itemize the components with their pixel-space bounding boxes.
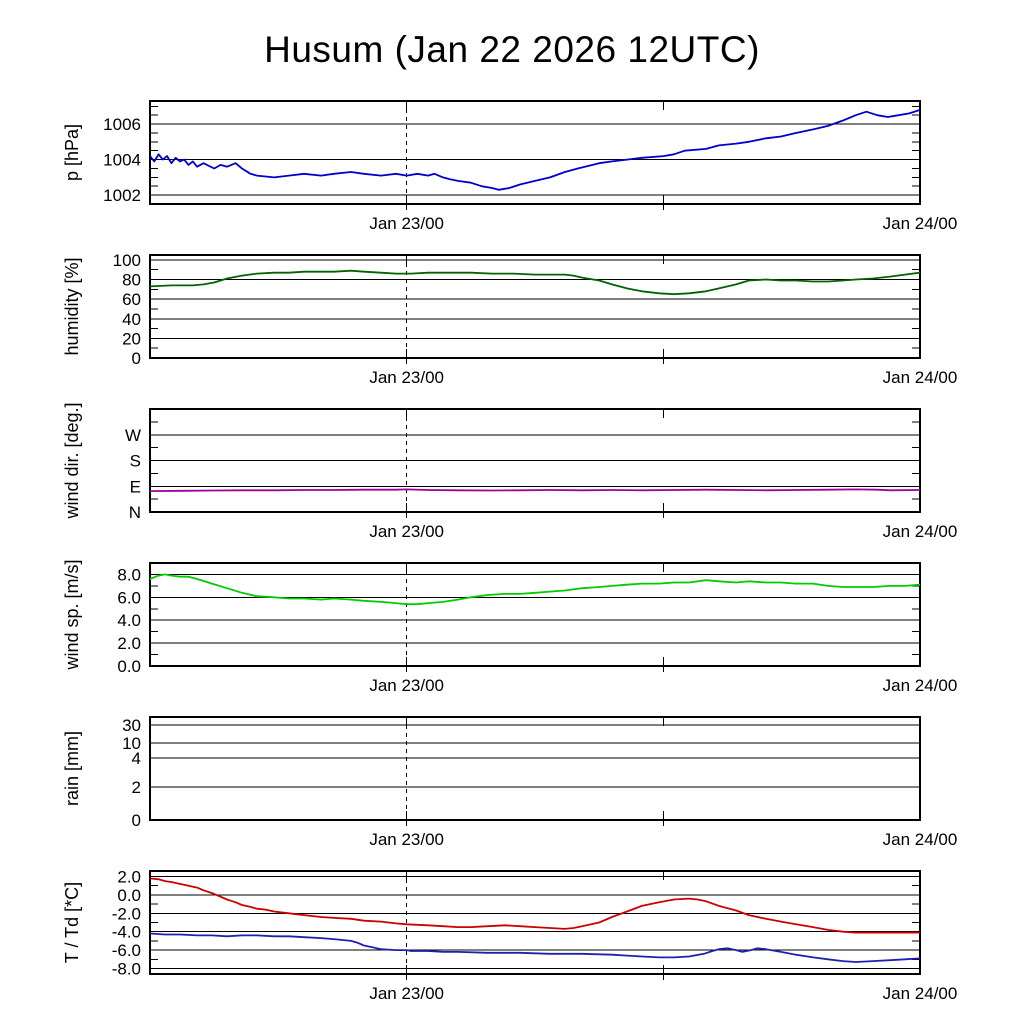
- panel-rain: 0 2 4 10 30 rain [mm] Jan 23/00 Jan 24/00: [0, 716, 1024, 870]
- svg-text:Jan 24/00: Jan 24/00: [883, 522, 958, 541]
- svg-text:0: 0: [132, 349, 141, 368]
- chart-title: Husum (Jan 22 2026 12UTC): [264, 29, 760, 70]
- svg-text:S: S: [130, 452, 141, 471]
- svg-text:0.0: 0.0: [117, 657, 141, 676]
- svg-text:1006: 1006: [103, 115, 141, 134]
- svg-text:W: W: [125, 426, 141, 445]
- panel-temperature-dewpoint: -8.0 -6.0 -4.0 -2.0 0.0 2.0 T / Td [*C] Jan 23/…: [0, 868, 1024, 1024]
- svg-text:4: 4: [132, 749, 141, 768]
- svg-text:10: 10: [122, 734, 141, 753]
- svg-text:-8.0: -8.0: [112, 959, 141, 978]
- svg-text:p [hPa]: p [hPa]: [62, 124, 82, 181]
- svg-text:1002: 1002: [103, 186, 141, 205]
- svg-text:Jan 23/00: Jan 23/00: [369, 830, 444, 849]
- svg-text:60: 60: [122, 290, 141, 309]
- svg-text:20: 20: [122, 329, 141, 348]
- svg-text:Jan 23/00: Jan 23/00: [369, 214, 444, 233]
- svg-text:humidity [%]: humidity [%]: [62, 257, 82, 355]
- temperature-dewpoint-chart: -8.0-6.0-4.0-2.00.02.0 T / Td [*C] Jan 23/…: [62, 868, 958, 1003]
- svg-text:30: 30: [122, 716, 141, 735]
- svg-text:Jan 24/00: Jan 24/00: [883, 214, 958, 233]
- svg-text:40: 40: [122, 310, 141, 329]
- svg-text:wind sp. [m/s]: wind sp. [m/s]: [62, 559, 82, 670]
- panel-pressure: 1002 1004 1006 p [hPa] Jan 23/00 Jan 24/00: [0, 100, 1024, 254]
- svg-text:T / Td [*C]: T / Td [*C]: [62, 882, 82, 963]
- panel-wind-speed: 0.0 2.0 4.0 6.0 8.0 wind sp. [m/s] Jan 23/00 Ja…: [0, 559, 1024, 716]
- svg-text:2.0: 2.0: [117, 868, 141, 887]
- svg-text:4.0: 4.0: [117, 611, 141, 630]
- svg-text:Jan 23/00: Jan 23/00: [369, 984, 444, 1003]
- svg-text:Jan 23/00: Jan 23/00: [369, 676, 444, 695]
- svg-text:N: N: [129, 503, 141, 522]
- panel-humidity: 0 20 40 60 80 100 humidity [%] Jan 23/00 Jan 24/…: [0, 251, 1024, 408]
- wind-speed-chart: 0.0 2.0 4.0 6.0 8.0 wind sp. [m/s] Jan 23/00 Ja…: [62, 559, 958, 695]
- svg-text:80: 80: [122, 271, 141, 290]
- svg-text:1004: 1004: [103, 151, 141, 170]
- svg-text:2: 2: [132, 778, 141, 797]
- svg-text:-6.0: -6.0: [112, 941, 141, 960]
- svg-text:Jan 24/00: Jan 24/00: [883, 830, 958, 849]
- svg-text:100: 100: [113, 251, 141, 270]
- svg-text:E: E: [130, 477, 141, 496]
- svg-text:Jan 23/00: Jan 23/00: [369, 522, 444, 541]
- svg-text:-4.0: -4.0: [112, 923, 141, 942]
- svg-text:-2.0: -2.0: [112, 904, 141, 923]
- svg-text:Jan 24/00: Jan 24/00: [883, 368, 958, 387]
- svg-text:Jan 24/00: Jan 24/00: [883, 984, 958, 1003]
- pressure-chart: 1002 1004 1006 p [hPa] Jan 23/00 Jan 24/00: [62, 100, 958, 233]
- svg-text:0: 0: [132, 811, 141, 830]
- svg-text:Jan 24/00: Jan 24/00: [883, 676, 958, 695]
- svg-text:0.0: 0.0: [117, 886, 141, 905]
- svg-text:8.0: 8.0: [117, 565, 141, 584]
- svg-text:Jan 23/00: Jan 23/00: [369, 368, 444, 387]
- svg-text:6.0: 6.0: [117, 588, 141, 607]
- svg-text:rain [mm]: rain [mm]: [62, 731, 82, 806]
- svg-text:2.0: 2.0: [117, 634, 141, 653]
- svg-text:wind dir. [deg.]: wind dir. [deg.]: [62, 402, 82, 519]
